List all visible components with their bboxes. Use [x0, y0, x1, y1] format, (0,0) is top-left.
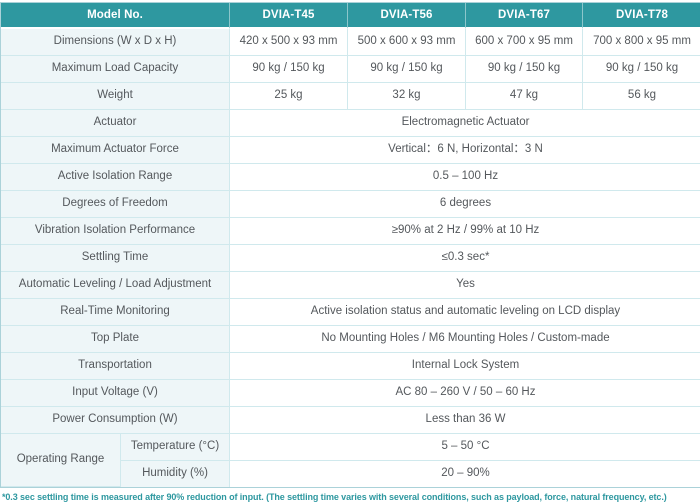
cell-value: 32 kg [348, 83, 466, 110]
table-row-transportation: Transportation Internal Lock System [1, 353, 700, 380]
cell-value: 90 kg / 150 kg [348, 56, 466, 83]
cell-value: 5 – 50 °C [230, 434, 700, 461]
row-label: Vibration Isolation Performance [1, 218, 230, 245]
row-label: Input Voltage (V) [1, 380, 230, 407]
table-row-actuator: Actuator Electromagnetic Actuator [1, 110, 700, 137]
row-label: Settling Time [1, 245, 230, 272]
cell-value: 90 kg / 150 kg [466, 56, 583, 83]
table-row-temperature: Operating Range Temperature (°C) 5 – 50 … [1, 434, 700, 487]
row-label: Top Plate [1, 326, 230, 353]
cell-value: 420 x 500 x 93 mm [230, 29, 348, 56]
model-header-t45: DVIA-T45 [230, 3, 348, 29]
cell-value: Less than 36 W [230, 407, 700, 434]
table-row-actuator-force: Maximum Actuator Force Vertical：6 N, Hor… [1, 137, 700, 164]
model-no-header: Model No. [1, 3, 230, 29]
settling-time-footnote: *0.3 sec settling time is measured after… [2, 492, 667, 502]
cell-value: 47 kg [466, 83, 583, 110]
row-label: Real-Time Monitoring [1, 299, 230, 326]
table-row-monitoring: Real-Time Monitoring Active isolation st… [1, 299, 700, 326]
table-row-isolation-range: Active Isolation Range 0.5 – 100 Hz [1, 164, 700, 191]
cell-value: No Mounting Holes / M6 Mounting Holes / … [230, 326, 700, 353]
cell-value: ≥90% at 2 Hz / 99% at 10 Hz [230, 218, 700, 245]
row-label: Maximum Actuator Force [1, 137, 230, 164]
cell-value: 6 degrees [230, 191, 700, 218]
row-label: Dimensions (W x D x H) [1, 29, 230, 56]
table-row-input-voltage: Input Voltage (V) AC 80 – 260 V / 50 – 6… [1, 380, 700, 407]
cell-value: Active isolation status and automatic le… [230, 299, 700, 326]
table-row-power-consumption: Power Consumption (W) Less than 36 W [1, 407, 700, 434]
cell-value: 600 x 700 x 95 mm [466, 29, 583, 56]
row-label: Weight [1, 83, 230, 110]
model-header-t78: DVIA-T78 [583, 3, 700, 29]
table-row-auto-leveling: Automatic Leveling / Load Adjustment Yes [1, 272, 700, 299]
model-header-t67: DVIA-T67 [466, 3, 583, 29]
table-row-weight: Weight 25 kg 32 kg 47 kg 56 kg [1, 83, 700, 110]
table-row-settling-time: Settling Time ≤0.3 sec* [1, 245, 700, 272]
row-label: Actuator [1, 110, 230, 137]
cell-value: Electromagnetic Actuator [230, 110, 700, 137]
row-label: Humidity (%) [121, 461, 230, 487]
cell-value: 0.5 – 100 Hz [230, 164, 700, 191]
table-row-isolation-performance: Vibration Isolation Performance ≥90% at … [1, 218, 700, 245]
cell-value: 20 – 90% [230, 461, 700, 487]
table-header-row: Model No. DVIA-T45 DVIA-T56 DVIA-T67 DVI… [1, 3, 700, 29]
cell-value: 90 kg / 150 kg [583, 56, 700, 83]
cell-value: 700 x 800 x 95 mm [583, 29, 700, 56]
row-label: Maximum Load Capacity [1, 56, 230, 83]
table-row-humidity: Humidity (%) 20 – 90% [1, 461, 700, 487]
row-label: Transportation [1, 353, 230, 380]
row-label: Temperature (°C) [121, 434, 230, 461]
row-label: Automatic Leveling / Load Adjustment [1, 272, 230, 299]
operating-range-label: Operating Range [1, 434, 121, 487]
spec-table: Model No. DVIA-T45 DVIA-T56 DVIA-T67 DVI… [0, 2, 700, 488]
cell-value: AC 80 – 260 V / 50 – 60 Hz [230, 380, 700, 407]
cell-value: Internal Lock System [230, 353, 700, 380]
table-row-degrees-of-freedom: Degrees of Freedom 6 degrees [1, 191, 700, 218]
cell-value: Vertical：6 N, Horizontal：3 N [230, 137, 700, 164]
row-label: Degrees of Freedom [1, 191, 230, 218]
model-header-t56: DVIA-T56 [348, 3, 466, 29]
cell-value: 90 kg / 150 kg [230, 56, 348, 83]
cell-value: 500 x 600 x 93 mm [348, 29, 466, 56]
cell-value: ≤0.3 sec* [230, 245, 700, 272]
table-row-top-plate: Top Plate No Mounting Holes / M6 Mountin… [1, 326, 700, 353]
cell-value: 25 kg [230, 83, 348, 110]
table-row-dimensions: Dimensions (W x D x H) 420 x 500 x 93 mm… [1, 29, 700, 56]
cell-value: Yes [230, 272, 700, 299]
cell-value: 56 kg [583, 83, 700, 110]
row-label: Active Isolation Range [1, 164, 230, 191]
table-row-max-load: Maximum Load Capacity 90 kg / 150 kg 90 … [1, 56, 700, 83]
row-label: Power Consumption (W) [1, 407, 230, 434]
